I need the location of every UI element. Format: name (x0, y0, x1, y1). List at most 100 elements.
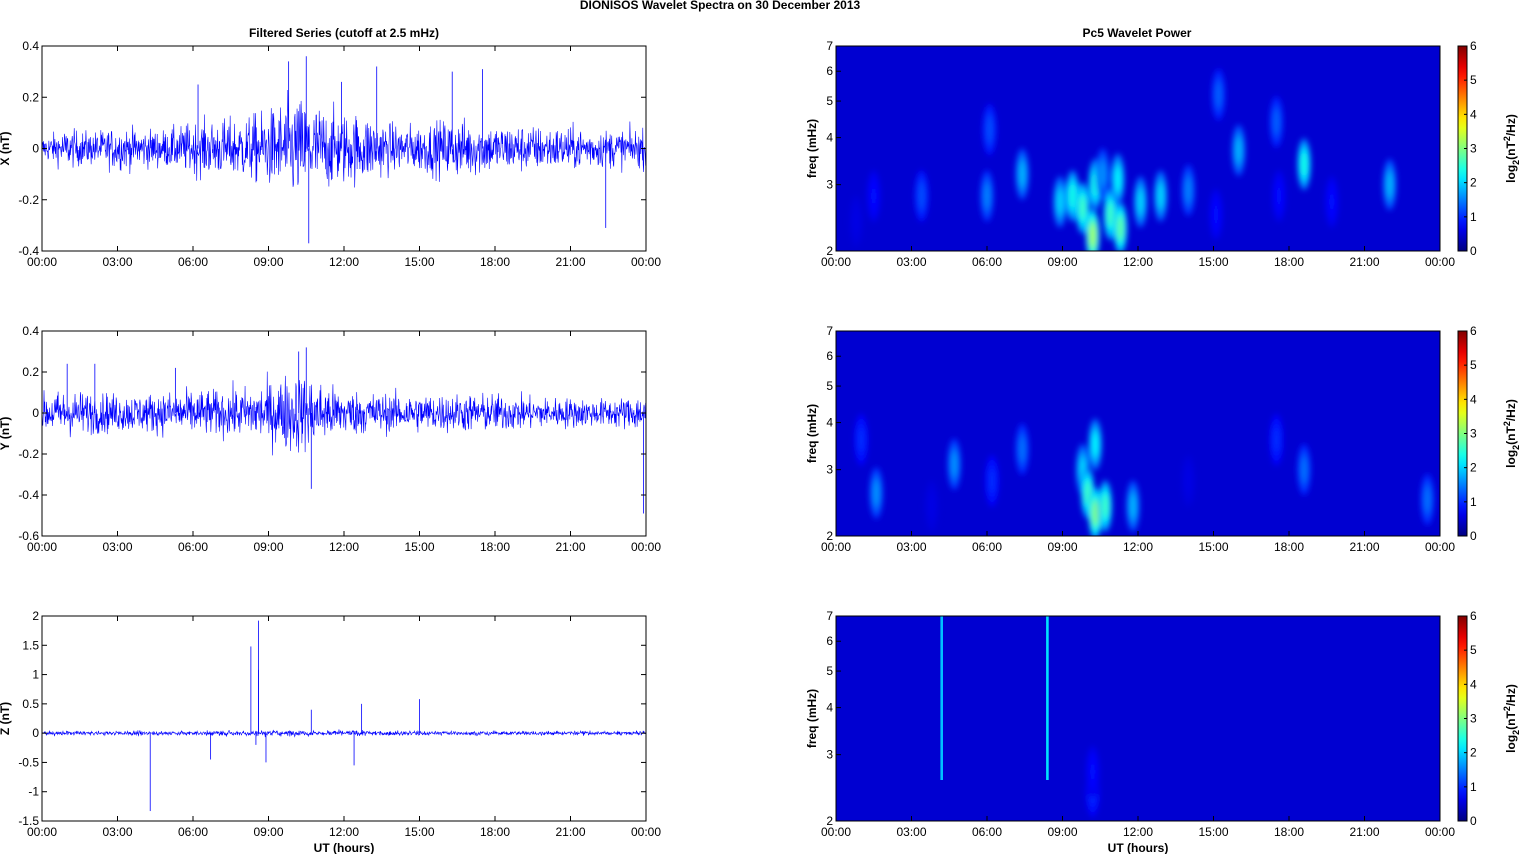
power-blob (1301, 458, 1307, 482)
series-line (42, 729, 646, 738)
colorbar-tick-label: 3 (1470, 427, 1477, 441)
power-blob (1092, 501, 1099, 525)
xtick-label: 21:00 (555, 825, 585, 839)
xtick-label: 03:00 (102, 825, 132, 839)
xtick-label: 18:00 (1274, 255, 1304, 269)
xtick-label: 15:00 (404, 540, 434, 554)
plots-layer: 0.40.20-0.2-0.400:00 03:00 06:00 09:00 12:00… (0, 39, 1521, 854)
xtick-label: 15:00 (404, 255, 434, 269)
ytick-label: 0 (32, 406, 39, 420)
power-blob (984, 184, 990, 208)
xlabel: UT (hours) (314, 841, 375, 854)
xtick-label: 12:00 (329, 540, 359, 554)
power-blob (1102, 494, 1109, 518)
colorbar-tick-label: 1 (1470, 495, 1477, 509)
ytick-label: -0.4 (18, 488, 39, 502)
xtick-label: 09:00 (1047, 825, 1077, 839)
colorbar-tick-label: 5 (1470, 358, 1477, 372)
colorbar-label-sub: 2 (1511, 160, 1521, 165)
plot-background (42, 616, 646, 821)
xtick-label: 18:00 (480, 540, 510, 554)
ytick-label: 7 (826, 324, 833, 338)
colorbar-tick-label: 5 (1470, 643, 1477, 657)
series-panel-1: 0.40.20-0.2-0.400:00 03:00 06:00 09:00 12:00… (0, 39, 661, 269)
colorbar-label-part: (nT (1504, 711, 1518, 730)
colorbar-tick-label: 1 (1470, 210, 1477, 224)
xtick-label: 18:00 (1274, 825, 1304, 839)
ytick-label: 1.5 (22, 638, 39, 652)
ytick-label: 0.2 (22, 90, 39, 104)
power-blob (1424, 488, 1431, 511)
power-blob (928, 494, 935, 518)
power-blob (1215, 83, 1222, 107)
power-blob (870, 184, 877, 208)
xtick-label: 00:00 (631, 540, 661, 554)
xtick-label: 09:00 (253, 825, 283, 839)
colorbar-tick-label: 2 (1470, 461, 1477, 475)
xtick-label: 00:00 (1425, 540, 1455, 554)
xtick-label: 03:00 (896, 825, 926, 839)
right-column-title: Pc5 Wavelet Power (1083, 26, 1192, 40)
xtick-label: 09:00 (253, 255, 283, 269)
xtick-label: 06:00 (972, 825, 1002, 839)
ylabel: freq (mHz) (805, 119, 819, 178)
colorbar-tick-label: 2 (1470, 176, 1477, 190)
xtick-label: 00:00 (821, 540, 851, 554)
power-blob (1137, 190, 1144, 214)
power-blob (1273, 110, 1280, 134)
ytick-label: 2 (826, 814, 833, 828)
heatmap-blobs (854, 413, 1435, 536)
power-blob (1235, 138, 1242, 162)
colorbar-label-part: log (1504, 735, 1518, 753)
power-blob (853, 209, 859, 233)
colorbar-label-part: log (1504, 450, 1518, 468)
ytick-label: 5 (826, 94, 833, 108)
ylabel: X (nT) (0, 132, 12, 166)
xtick-label: 00:00 (821, 255, 851, 269)
power-blob (1107, 203, 1114, 226)
series-panel-2: 0.40.20-0.2-0.4-0.600:00 03:00 06:00 09:00 1… (0, 324, 661, 554)
ytick-label: -0.5 (18, 755, 39, 769)
series-line (42, 89, 646, 188)
power-streak (940, 616, 943, 780)
xtick-label: 18:00 (480, 255, 510, 269)
power-blob (1157, 184, 1164, 208)
power-blob (1099, 162, 1106, 186)
xtick-label: 03:00 (896, 255, 926, 269)
ytick-label: 3 (826, 463, 833, 477)
power-blob (1273, 428, 1280, 452)
power-blob (989, 469, 995, 493)
colorbar-label-sub: 2 (1511, 445, 1521, 450)
colorbar-tick-label: 3 (1470, 712, 1477, 726)
xtick-label: 12:00 (329, 255, 359, 269)
colorbar-label-sup: 2 (1502, 136, 1512, 141)
plot-background (42, 331, 646, 536)
colorbar-tick-label: 2 (1470, 746, 1477, 760)
left-column-title: Filtered Series (cutoff at 2.5 mHz) (249, 26, 439, 40)
power-blob (1092, 432, 1099, 456)
ytick-label: 2 (32, 609, 39, 623)
xtick-label: 21:00 (555, 540, 585, 554)
power-blob (918, 184, 925, 208)
colorbar-label-sup: 2 (1502, 706, 1512, 711)
colorbar-label: log2(nT2/Hz) (1502, 114, 1521, 183)
xtick-label: 09:00 (1047, 255, 1077, 269)
ylabel: Z (nT) (0, 702, 12, 735)
power-blob (858, 428, 864, 452)
power-blob (1079, 196, 1086, 220)
colorbar-tick-label: 6 (1470, 324, 1477, 338)
colorbar-label-sup: 2 (1502, 421, 1512, 426)
ytick-label: -1 (28, 785, 39, 799)
xtick-label: 12:00 (1123, 255, 1153, 269)
xtick-label: 21:00 (1349, 825, 1379, 839)
colorbar-label-part: /Hz) (1504, 684, 1518, 706)
power-blob (1301, 152, 1307, 176)
power-blob (1386, 173, 1393, 197)
power-blob (1185, 469, 1192, 493)
heatmap-body (836, 331, 1440, 536)
colorbar-tick-label: 3 (1470, 142, 1477, 156)
ytick-label: 7 (826, 39, 833, 53)
series-panel-3: 21.510.50-0.5-1-1.500:00 03:00 06:00 09:00 1… (0, 609, 661, 854)
